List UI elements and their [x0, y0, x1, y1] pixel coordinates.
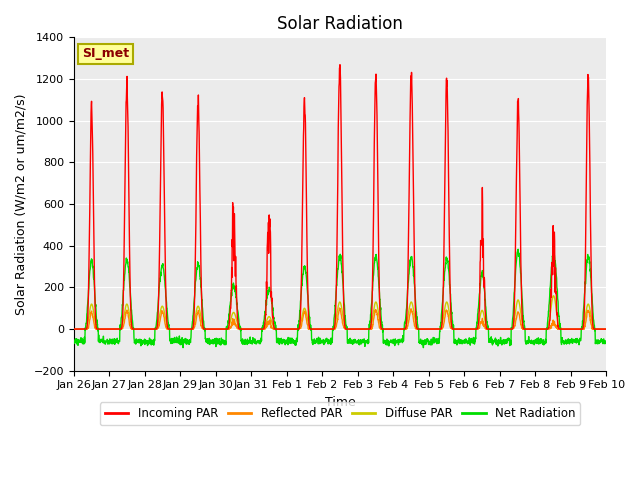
Text: SI_met: SI_met — [82, 48, 129, 60]
X-axis label: Time: Time — [324, 396, 355, 409]
Legend: Incoming PAR, Reflected PAR, Diffuse PAR, Net Radiation: Incoming PAR, Reflected PAR, Diffuse PAR… — [100, 402, 580, 425]
Y-axis label: Solar Radiation (W/m2 or um/m2/s): Solar Radiation (W/m2 or um/m2/s) — [15, 93, 28, 315]
Title: Solar Radiation: Solar Radiation — [277, 15, 403, 33]
